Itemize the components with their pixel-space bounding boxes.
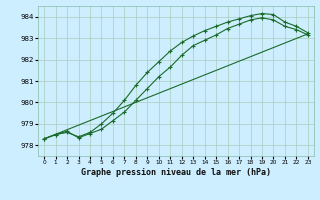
X-axis label: Graphe pression niveau de la mer (hPa): Graphe pression niveau de la mer (hPa) xyxy=(81,168,271,177)
